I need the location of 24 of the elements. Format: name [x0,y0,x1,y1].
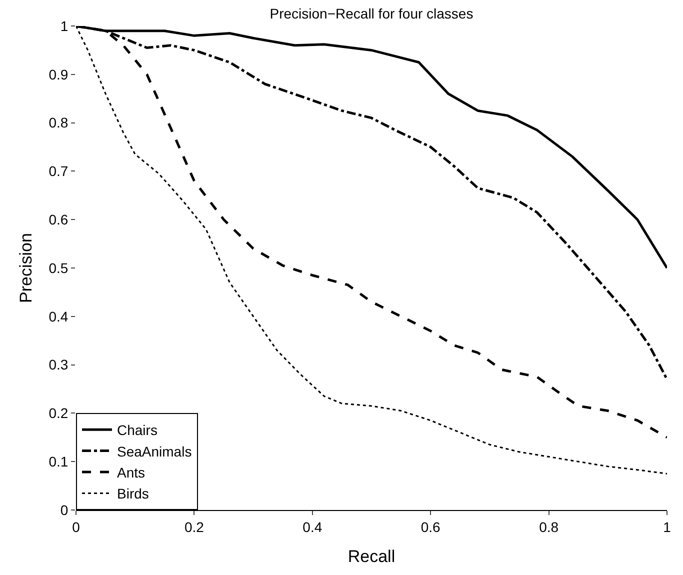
y-axis-title: Precision [16,233,36,303]
chart-title: Precision−Recall for four classes [270,5,474,22]
y-tick-label: 1 [60,18,68,34]
y-tick-label: 0.3 [48,356,68,373]
y-tick-label: 0.2 [48,405,68,422]
legend-label: Birds [117,486,149,502]
y-tick-label: 0.4 [48,308,68,324]
x-tick-label: 1 [663,518,672,535]
y-tick-label: 0.7 [48,163,68,180]
y-tick-label: 0.9 [48,66,68,82]
x-axis-title: Recall [348,547,396,566]
legend-label: SeaAnimals [117,443,192,460]
y-tick-label: 0.6 [48,212,68,228]
legend-label: Ants [117,464,146,480]
x-tick-label: 0.2 [184,518,204,535]
y-tick-label: 0.5 [48,260,68,276]
x-tick-label: 0 [72,518,80,535]
y-tick-label: 0.8 [48,114,68,131]
x-tick-label: 0.4 [302,518,322,535]
y-tick-label: 0.1 [48,454,68,470]
legend-label: Chairs [117,422,158,438]
y-tick-label: 0 [60,502,68,518]
x-tick-label: 0.6 [420,518,441,535]
x-tick-label: 0.8 [539,518,559,535]
